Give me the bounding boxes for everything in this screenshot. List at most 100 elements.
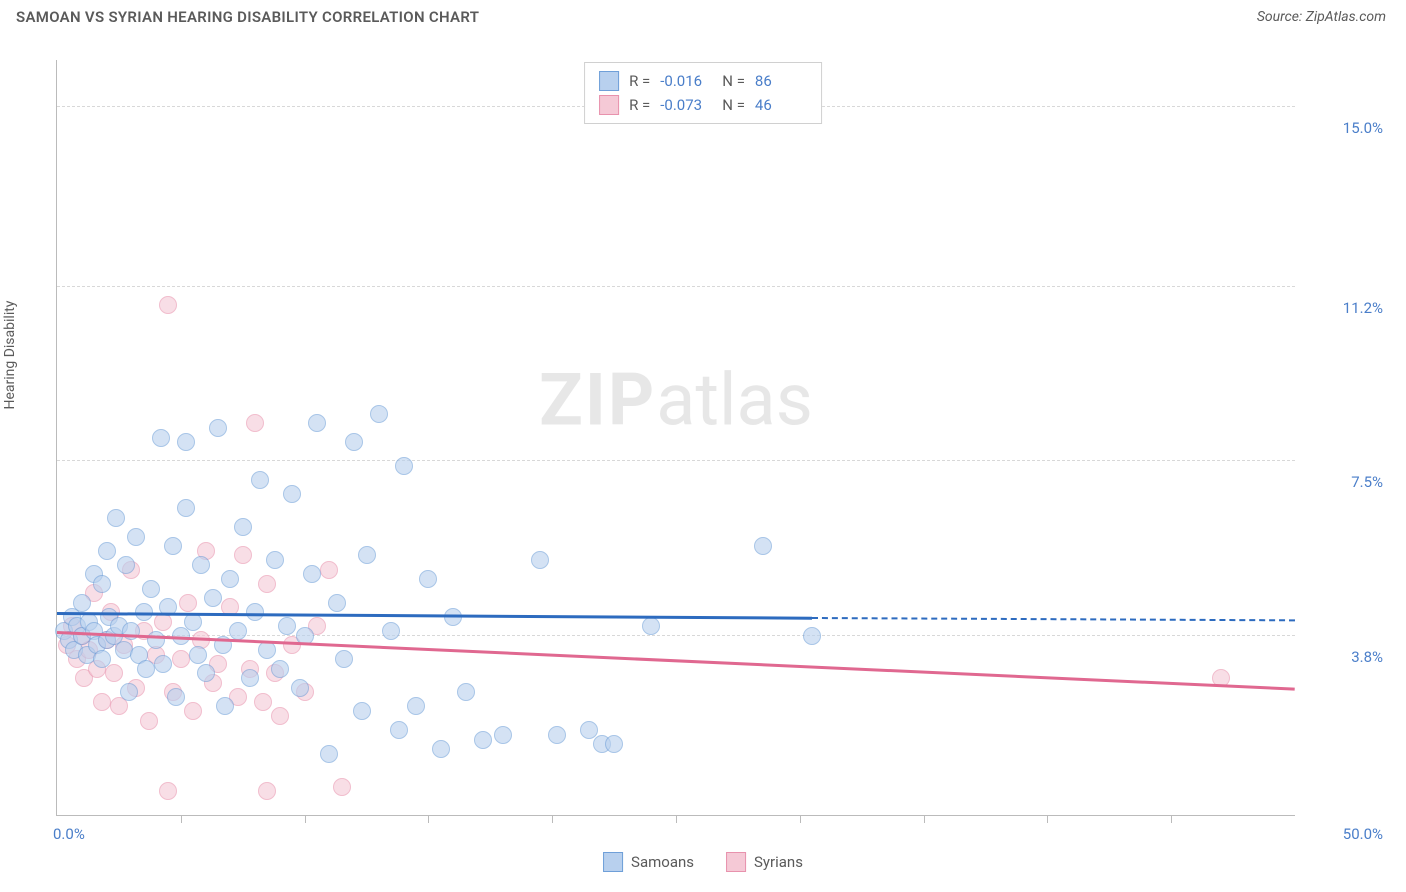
plot-area: ZIPatlas 3.8%7.5%11.2%15.0%0.0%50.0%	[56, 60, 1295, 816]
watermark: ZIPatlas	[539, 357, 813, 442]
n-value: 86	[755, 72, 807, 90]
scatter-point-samoans	[390, 721, 408, 739]
scatter-point-samoans	[548, 726, 566, 744]
scatter-point-samoans	[803, 627, 821, 645]
scatter-point-samoans	[303, 565, 321, 583]
scatter-point-samoans	[345, 433, 363, 451]
scatter-point-syrians	[320, 561, 338, 579]
scatter-point-samoans	[122, 622, 140, 640]
scatter-point-syrians	[254, 693, 272, 711]
scatter-point-samoans	[258, 641, 276, 659]
scatter-point-samoans	[358, 546, 376, 564]
series-legend: Samoans Syrians	[603, 852, 803, 872]
scatter-point-samoans	[204, 589, 222, 607]
scatter-point-samoans	[432, 740, 450, 758]
gridline	[57, 286, 1295, 287]
scatter-point-samoans	[98, 542, 116, 560]
scatter-point-samoans	[117, 556, 135, 574]
scatter-point-samoans	[209, 419, 227, 437]
scatter-point-samoans	[283, 485, 301, 503]
scatter-point-syrians	[93, 693, 111, 711]
n-value: 46	[755, 96, 807, 114]
scatter-point-samoans	[216, 697, 234, 715]
x-tick	[552, 815, 553, 823]
scatter-point-samoans	[266, 551, 284, 569]
scatter-point-samoans	[407, 697, 425, 715]
scatter-point-samoans	[154, 655, 172, 673]
r-value: -0.016	[660, 72, 712, 90]
scatter-point-samoans	[93, 575, 111, 593]
scatter-point-samoans	[93, 650, 111, 668]
scatter-point-samoans	[335, 650, 353, 668]
scatter-point-samoans	[531, 551, 549, 569]
legend-swatch	[726, 852, 746, 872]
legend-swatch	[603, 852, 623, 872]
scatter-point-samoans	[142, 580, 160, 598]
scatter-point-syrians	[140, 712, 158, 730]
x-tick	[428, 815, 429, 823]
x-tick	[1171, 815, 1172, 823]
scatter-point-samoans	[308, 414, 326, 432]
scatter-point-samoans	[197, 664, 215, 682]
scatter-point-samoans	[73, 594, 91, 612]
scatter-point-samoans	[167, 688, 185, 706]
scatter-point-samoans	[229, 622, 247, 640]
scatter-point-samoans	[164, 537, 182, 555]
scatter-point-samoans	[754, 537, 772, 555]
scatter-point-samoans	[605, 735, 623, 753]
n-label: N =	[722, 96, 745, 114]
scatter-point-syrians	[271, 707, 289, 725]
scatter-point-samoans	[395, 457, 413, 475]
scatter-point-samoans	[419, 570, 437, 588]
correlation-legend: R =-0.016N =86R =-0.073N =46	[584, 62, 822, 124]
scatter-point-samoans	[251, 471, 269, 489]
legend-item: Samoans	[603, 852, 694, 872]
scatter-point-samoans	[382, 622, 400, 640]
scatter-point-samoans	[107, 509, 125, 527]
legend-item: Syrians	[726, 852, 803, 872]
scatter-point-samoans	[147, 631, 165, 649]
scatter-point-syrians	[258, 782, 276, 800]
y-tick-label: 3.8%	[1351, 648, 1383, 666]
scatter-point-samoans	[120, 683, 138, 701]
legend-swatch	[599, 71, 619, 91]
y-axis-label: Hearing Disability	[2, 301, 18, 410]
scatter-point-syrians	[333, 778, 351, 796]
scatter-point-syrians	[159, 296, 177, 314]
scatter-point-syrians	[159, 782, 177, 800]
y-tick-label: 15.0%	[1343, 119, 1383, 137]
scatter-point-samoans	[370, 405, 388, 423]
legend-label: Syrians	[754, 853, 803, 871]
chart-title: SAMOAN VS SYRIAN HEARING DISABILITY CORR…	[16, 8, 479, 26]
x-tick	[1047, 815, 1048, 823]
r-label: R =	[629, 96, 650, 114]
scatter-point-syrians	[184, 702, 202, 720]
scatter-point-samoans	[137, 660, 155, 678]
r-label: R =	[629, 72, 650, 90]
x-tick	[676, 815, 677, 823]
x-tick	[181, 815, 182, 823]
scatter-point-samoans	[320, 745, 338, 763]
legend-stats-row: R =-0.016N =86	[599, 69, 807, 93]
scatter-point-samoans	[152, 429, 170, 447]
scatter-point-samoans	[474, 731, 492, 749]
source-attribution: Source: ZipAtlas.com	[1257, 9, 1386, 25]
source-link[interactable]: ZipAtlas.com	[1306, 9, 1386, 25]
y-tick-label: 11.2%	[1343, 299, 1383, 317]
scatter-point-samoans	[457, 683, 475, 701]
scatter-point-samoans	[246, 603, 264, 621]
scatter-point-samoans	[189, 646, 207, 664]
gridline	[57, 460, 1295, 461]
scatter-point-samoans	[328, 594, 346, 612]
scatter-point-samoans	[221, 570, 239, 588]
x-tick	[305, 815, 306, 823]
scatter-point-samoans	[234, 518, 252, 536]
scatter-point-samoans	[241, 669, 259, 687]
scatter-point-syrians	[234, 546, 252, 564]
scatter-point-syrians	[246, 414, 264, 432]
scatter-point-samoans	[291, 679, 309, 697]
scatter-point-syrians	[172, 650, 190, 668]
x-tick-label-min: 0.0%	[53, 825, 85, 843]
scatter-point-syrians	[258, 575, 276, 593]
scatter-point-samoans	[278, 617, 296, 635]
